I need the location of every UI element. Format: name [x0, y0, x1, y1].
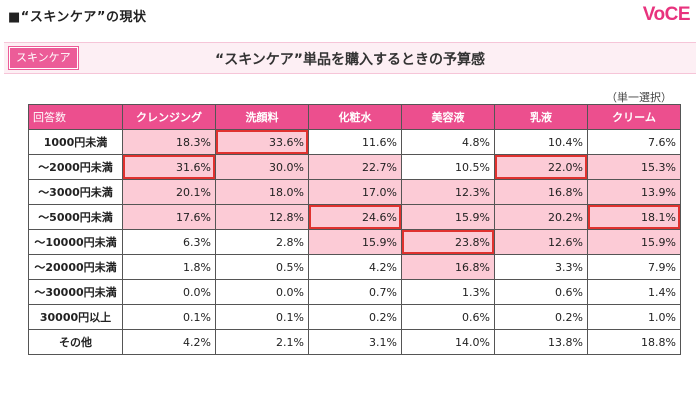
row-label: ～30000円未満 — [28, 279, 123, 305]
selection-note: （単一選択） — [606, 91, 672, 104]
section-title: “スキンケア”単品を購入するときの予算感 — [215, 52, 485, 68]
corner-label: 回答数 — [28, 104, 123, 130]
table-cell: 16.8% — [401, 254, 495, 280]
table-cell: 3.1% — [308, 329, 402, 355]
table-cell: 11.6% — [308, 129, 402, 155]
table-cell: 7.6% — [587, 129, 681, 155]
table-cell: 12.3% — [401, 179, 495, 205]
column-header: クリーム — [587, 104, 681, 130]
table-cell: 0.6% — [494, 279, 588, 305]
table-cell: 33.6% — [215, 129, 309, 155]
table-cell: 2.1% — [215, 329, 309, 355]
row-label: その他 — [28, 329, 123, 355]
row-label: ～10000円未満 — [28, 229, 123, 255]
table-cell: 17.0% — [308, 179, 402, 205]
table-cell: 20.1% — [122, 179, 216, 205]
row-label: ～20000円未満 — [28, 254, 123, 280]
table-cell: 1.4% — [587, 279, 681, 305]
table-cell: 30.0% — [215, 154, 309, 180]
section-header: スキンケア “スキンケア”単品を購入するときの予算感 — [4, 42, 696, 74]
table-cell: 31.6% — [122, 154, 216, 180]
table-cell: 0.2% — [494, 304, 588, 330]
table-cell: 0.7% — [308, 279, 402, 305]
row-label: ～2000円未満 — [28, 154, 123, 180]
column-header: 乳液 — [494, 104, 588, 130]
row-label: 30000円以上 — [28, 304, 123, 330]
table-cell: 18.0% — [215, 179, 309, 205]
table-cell: 10.5% — [401, 154, 495, 180]
table-cell: 0.1% — [122, 304, 216, 330]
row-label: ～5000円未満 — [28, 204, 123, 230]
table-cell: 6.3% — [122, 229, 216, 255]
table-row: ～30000円未満 0.0% 0.0% 0.7% 1.3% 0.6% 1.4% — [28, 279, 681, 305]
table-cell: 12.6% — [494, 229, 588, 255]
table-cell: 0.0% — [215, 279, 309, 305]
table-cell: 16.8% — [494, 179, 588, 205]
page-title: ■“スキンケア”の現状 — [8, 10, 147, 25]
table-cell: 24.6% — [308, 204, 402, 230]
section-tag: スキンケア — [8, 46, 79, 70]
table-cell: 20.2% — [494, 204, 588, 230]
table-row: その他 4.2% 2.1% 3.1% 14.0% 13.8% 18.8% — [28, 329, 681, 355]
table-cell: 14.0% — [401, 329, 495, 355]
table-cell: 4.2% — [308, 254, 402, 280]
table-cell: 15.3% — [587, 154, 681, 180]
table-cell: 0.0% — [122, 279, 216, 305]
column-header: 洗顔料 — [215, 104, 309, 130]
table-cell: 18.3% — [122, 129, 216, 155]
column-header: 美容液 — [401, 104, 495, 130]
table-cell: 0.6% — [401, 304, 495, 330]
table-row: ～2000円未満 31.6% 30.0% 22.7% 10.5% 22.0% 15.3% — [28, 154, 681, 180]
table-cell: 1.3% — [401, 279, 495, 305]
table-cell: 1.8% — [122, 254, 216, 280]
table-cell: 15.9% — [401, 204, 495, 230]
table-cell: 12.8% — [215, 204, 309, 230]
row-label: 1000円未満 — [28, 129, 123, 155]
table-cell: 22.0% — [494, 154, 588, 180]
voce-logo: VoCE — [642, 4, 691, 25]
table-cell: 0.2% — [308, 304, 402, 330]
table-cell: 0.5% — [215, 254, 309, 280]
table-row: 1000円未満 18.3% 33.6% 11.6% 4.8% 10.4% 7.6% — [28, 129, 681, 155]
table-row: ～5000円未満 17.6% 12.8% 24.6% 15.9% 20.2% 18.1% — [28, 204, 681, 230]
table-row: 30000円以上 0.1% 0.1% 0.2% 0.6% 0.2% 1.0% — [28, 304, 681, 330]
table-cell: 4.2% — [122, 329, 216, 355]
table-cell: 22.7% — [308, 154, 402, 180]
table-cell: 13.8% — [494, 329, 588, 355]
table-cell: 1.0% — [587, 304, 681, 330]
table-row: ～10000円未満 6.3% 2.8% 15.9% 23.8% 12.6% 15.9% — [28, 229, 681, 255]
budget-table: 回答数 クレンジング 洗顔料 化粧水 美容液 乳液 クリーム 1000円未満 18.3% 33… — [28, 104, 681, 355]
table-cell: 10.4% — [494, 129, 588, 155]
table-header-row: 回答数 クレンジング 洗顔料 化粧水 美容液 乳液 クリーム — [28, 104, 681, 130]
table-cell: 0.1% — [215, 304, 309, 330]
table-cell: 23.8% — [401, 229, 495, 255]
table-cell: 15.9% — [308, 229, 402, 255]
table-cell: 7.9% — [587, 254, 681, 280]
table-cell: 18.8% — [587, 329, 681, 355]
column-header: クレンジング — [122, 104, 216, 130]
table-row: ～20000円未満 1.8% 0.5% 4.2% 16.8% 3.3% 7.9% — [28, 254, 681, 280]
row-label: ～3000円未満 — [28, 179, 123, 205]
column-header: 化粧水 — [308, 104, 402, 130]
table-cell: 4.8% — [401, 129, 495, 155]
table-body: 1000円未満 18.3% 33.6% 11.6% 4.8% 10.4% 7.6% ～2000… — [28, 129, 681, 355]
table-cell: 15.9% — [587, 229, 681, 255]
table-cell: 13.9% — [587, 179, 681, 205]
table-cell: 3.3% — [494, 254, 588, 280]
table-cell: 2.8% — [215, 229, 309, 255]
table-cell: 18.1% — [587, 204, 681, 230]
table-cell: 17.6% — [122, 204, 216, 230]
table-row: ～3000円未満 20.1% 18.0% 17.0% 12.3% 16.8% 13.9% — [28, 179, 681, 205]
